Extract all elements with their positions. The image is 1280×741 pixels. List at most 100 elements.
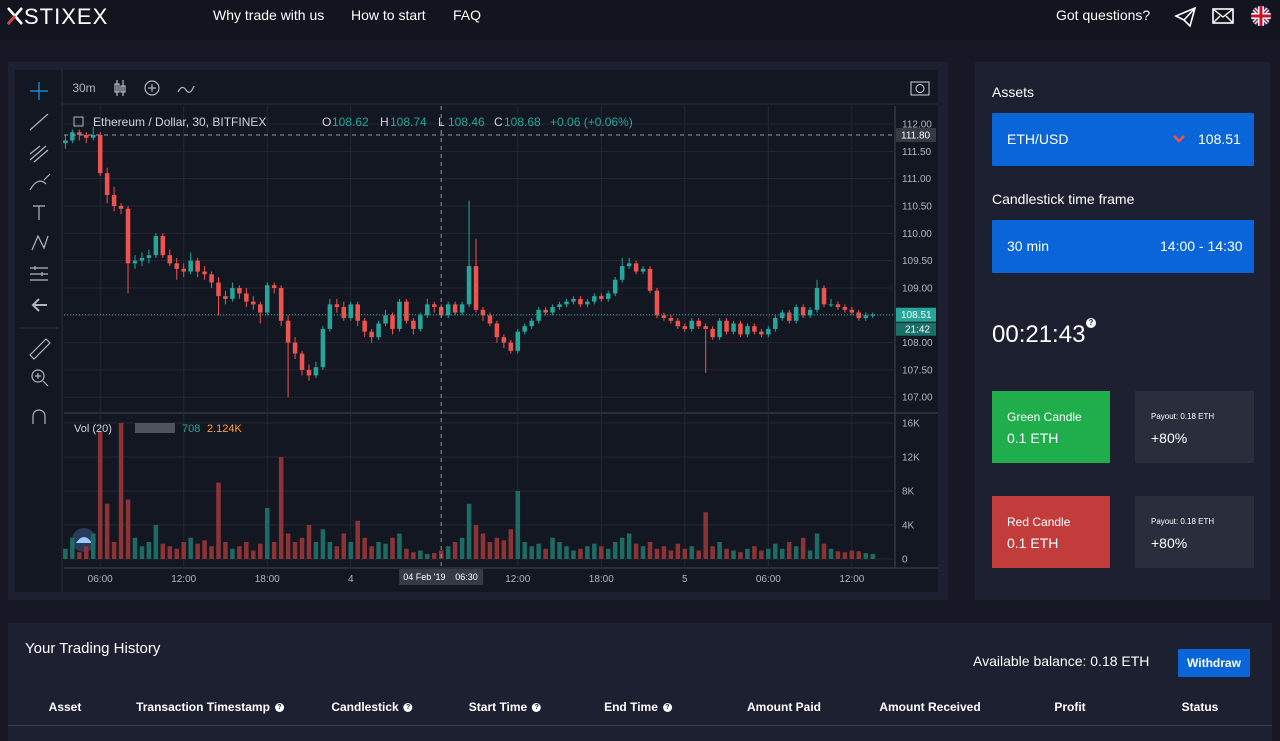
volume-bar bbox=[605, 548, 611, 559]
help-icon[interactable]: ? bbox=[1086, 318, 1096, 328]
asset-selector[interactable] bbox=[992, 113, 1254, 166]
volume-bar bbox=[647, 541, 653, 559]
volume-bar bbox=[404, 548, 409, 559]
column-title: End Time bbox=[604, 700, 658, 714]
volume-bar bbox=[752, 546, 757, 559]
candle-body bbox=[550, 307, 555, 313]
candle-body bbox=[626, 263, 632, 267]
volume-bar bbox=[821, 543, 827, 559]
candle-body bbox=[97, 134, 103, 174]
volume-bar bbox=[529, 546, 534, 559]
volume-bar bbox=[786, 541, 792, 559]
volume-bar bbox=[84, 546, 89, 559]
y-tick-label: 112.00 bbox=[902, 120, 932, 131]
candle-body bbox=[612, 279, 618, 294]
red-title: Red Candle bbox=[1007, 515, 1071, 529]
ohlc-key: C bbox=[494, 115, 503, 129]
volume-bar bbox=[313, 541, 319, 559]
green-candle-button[interactable] bbox=[992, 391, 1110, 463]
volume-bar bbox=[543, 548, 548, 559]
volume-bar bbox=[522, 541, 528, 559]
language-flag[interactable] bbox=[1250, 5, 1272, 27]
candle-body bbox=[592, 296, 597, 302]
candle-body bbox=[835, 304, 841, 308]
toolbar-icons bbox=[20, 80, 930, 424]
volume-bar bbox=[550, 537, 555, 559]
y-tick-label: 107.50 bbox=[902, 365, 933, 376]
interval-button[interactable]: 30m bbox=[72, 81, 95, 95]
candle-body bbox=[313, 367, 319, 376]
candle-body bbox=[738, 323, 743, 335]
candle-body bbox=[724, 320, 729, 332]
candle-body bbox=[807, 309, 813, 316]
y-tick-label: 110.50 bbox=[902, 201, 932, 212]
volume-bar bbox=[167, 546, 173, 559]
candle-body bbox=[661, 315, 667, 319]
candle-body bbox=[557, 304, 562, 308]
candle-body bbox=[438, 307, 444, 316]
candle-body bbox=[230, 287, 235, 299]
column-title: Asset bbox=[48, 700, 82, 714]
nav-link[interactable]: Why trade with us bbox=[213, 7, 325, 23]
y-tick-label: 111.50 bbox=[902, 147, 932, 158]
column-header: Start Time? bbox=[468, 700, 542, 714]
help-icon[interactable]: ? bbox=[403, 703, 413, 713]
mail-icon[interactable] bbox=[1212, 7, 1234, 25]
red-candle-button[interactable] bbox=[992, 496, 1110, 568]
nav-link[interactable]: FAQ bbox=[453, 7, 482, 23]
nav-link[interactable]: How to start bbox=[351, 7, 426, 23]
ohlc-value: 108.68 bbox=[504, 115, 541, 129]
volume-bar bbox=[592, 543, 597, 559]
volume-bar bbox=[153, 524, 159, 559]
candle-body bbox=[104, 173, 110, 196]
candle-body bbox=[341, 307, 347, 319]
balance: Available balance: 0.18 ETH bbox=[973, 653, 1150, 669]
questions-link[interactable]: Got questions? bbox=[1056, 7, 1151, 23]
logo[interactable]: STIXEX bbox=[24, 4, 109, 29]
volume-bar bbox=[216, 482, 221, 559]
x-tick-label: 06:00 bbox=[756, 574, 781, 585]
volume-bar bbox=[626, 533, 632, 559]
last-price-tag bbox=[896, 307, 936, 322]
help-icon[interactable]: ? bbox=[662, 703, 672, 713]
candle-body bbox=[640, 268, 646, 272]
withdraw-button[interactable]: Withdraw bbox=[1178, 649, 1250, 677]
help-icon[interactable]: ? bbox=[274, 703, 284, 713]
volume-bar bbox=[508, 529, 514, 559]
vol-value: 708 bbox=[182, 423, 200, 435]
volume-bar bbox=[766, 548, 771, 559]
candle-body bbox=[209, 274, 214, 283]
timeframe-selector[interactable] bbox=[992, 220, 1254, 273]
volume-bar bbox=[97, 431, 103, 559]
volume-bar bbox=[111, 541, 117, 559]
column-title: Profit bbox=[1054, 700, 1086, 714]
volume-bar bbox=[807, 550, 813, 559]
volume-bar bbox=[383, 543, 388, 559]
volume-bar bbox=[70, 537, 75, 559]
red-payout: Payout: 0.18 ETH bbox=[1151, 517, 1215, 526]
column-header: Amount Paid bbox=[747, 700, 821, 714]
vol-legend: Vol (20) bbox=[74, 423, 112, 435]
candle-body bbox=[271, 285, 277, 288]
asset-price: 108.51 bbox=[1198, 131, 1241, 147]
candle-body bbox=[842, 307, 848, 310]
candle-body bbox=[543, 309, 548, 313]
volume-bar bbox=[515, 491, 521, 559]
candle-body bbox=[418, 315, 423, 329]
volume-bar bbox=[376, 541, 381, 559]
column-title: Start Time bbox=[468, 700, 528, 714]
vol-tick-label: 0 bbox=[902, 554, 908, 565]
volume-bar bbox=[139, 546, 145, 559]
volume-bar bbox=[341, 533, 347, 559]
volume-bar bbox=[223, 541, 228, 559]
column-title: Amount Received bbox=[879, 700, 981, 714]
column-header: End Time? bbox=[604, 700, 672, 714]
help-icon[interactable]: ? bbox=[532, 703, 542, 713]
column-title: Amount Paid bbox=[747, 700, 821, 714]
telegram-icon[interactable] bbox=[1174, 6, 1198, 28]
candle-body bbox=[390, 315, 395, 329]
volume-bar bbox=[244, 541, 249, 559]
crosshair-date: 04 Feb '19 bbox=[403, 572, 445, 582]
legend-toggle bbox=[73, 116, 84, 127]
candle-body bbox=[174, 263, 180, 269]
